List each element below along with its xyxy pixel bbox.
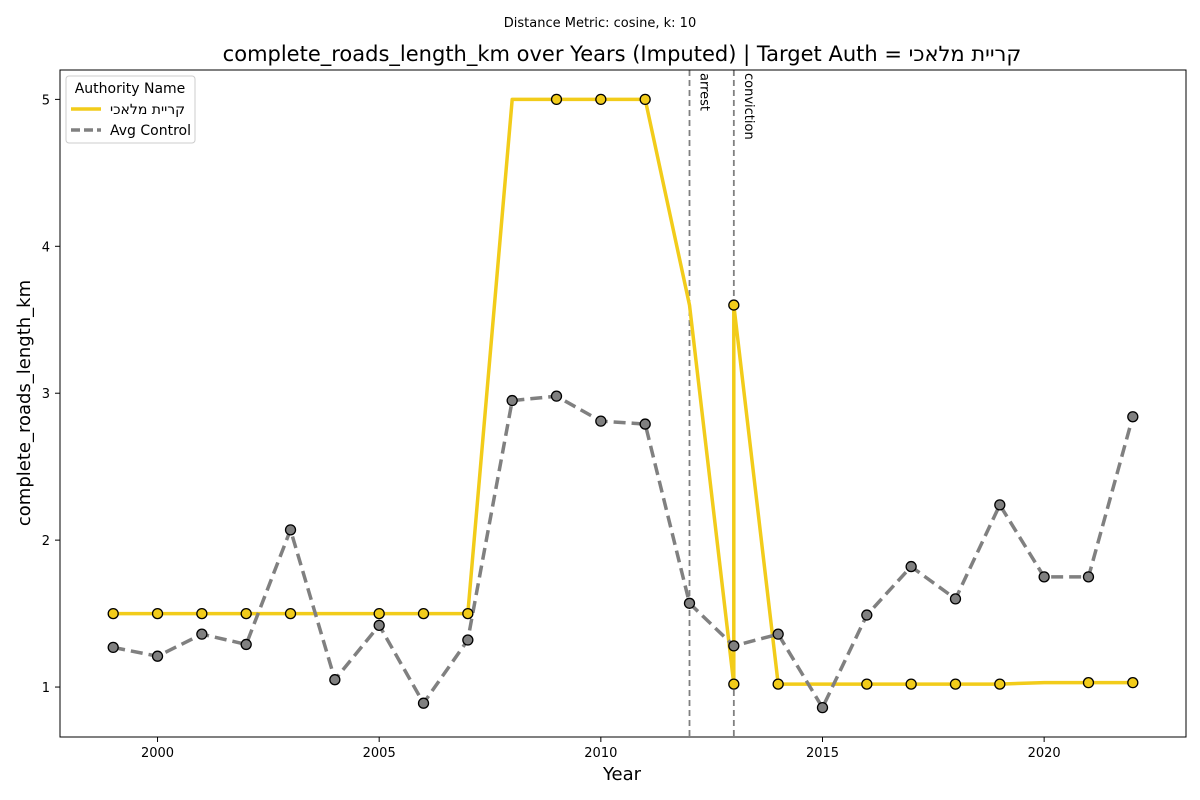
data-point-control (639, 418, 651, 430)
event-label-conviction: conviction (741, 73, 756, 140)
data-point-control (506, 394, 518, 407)
data-point-target (728, 678, 740, 690)
data-point-target (639, 93, 651, 106)
y-tick-label: 2 (42, 534, 50, 549)
data-point-control (683, 597, 696, 609)
chart-suptitle: Distance Metric: cosine, k: 10 (504, 16, 696, 31)
data-point-target (1127, 676, 1139, 689)
y-tick-label: 1 (42, 681, 50, 696)
plot-area: arrest conviction (107, 70, 1139, 737)
data-point-target (595, 93, 607, 106)
x-tick-label: 2015 (806, 746, 839, 761)
data-point-target (417, 607, 430, 620)
legend-box (65, 75, 196, 144)
data-point-control (373, 619, 385, 631)
data-point-target (196, 607, 208, 620)
data-point-control (1082, 571, 1095, 583)
data-point-control (1038, 571, 1050, 583)
data-point-control (462, 634, 474, 646)
y-tick-label: 5 (42, 93, 50, 108)
data-point-control (1127, 411, 1139, 423)
data-point-control (550, 390, 563, 402)
data-point-target (550, 93, 563, 106)
series-line-target (113, 97, 1133, 686)
legend: Authority Name קריית מלאכי Avg Control (65, 75, 196, 144)
data-point-control (994, 499, 1006, 511)
data-point-target (240, 607, 252, 620)
data-point-control (905, 560, 917, 573)
x-tick-label: 2000 (141, 746, 174, 761)
data-point-control (861, 609, 873, 621)
x-tick-label: 2010 (584, 746, 617, 761)
data-point-target (861, 678, 873, 690)
chart-title: complete_roads_length_km over Years (Imp… (223, 42, 1022, 67)
data-point-control (107, 641, 119, 654)
axes-frame (59, 69, 1187, 738)
y-tick-label: 4 (42, 240, 50, 255)
series-line-control (112, 394, 1135, 710)
data-point-control (240, 638, 252, 651)
legend-entry-control: Avg Control (110, 123, 191, 139)
data-point-control (284, 524, 297, 536)
data-point-target (462, 607, 474, 620)
x-tick-label: 2020 (1028, 746, 1061, 761)
legend-title: Authority Name (75, 81, 186, 97)
data-point-control (151, 650, 164, 662)
data-point-target (1082, 676, 1095, 689)
x-tick-label: 2005 (363, 746, 396, 761)
data-point-control (196, 628, 208, 640)
y-axis-label: complete_roads_length_km (14, 280, 35, 526)
x-axis-label: Year (602, 764, 642, 785)
data-point-control (329, 674, 341, 686)
data-point-control (816, 701, 829, 714)
data-point-target (728, 299, 740, 311)
axis-ticks: 2000 2005 2010 2015 2020 1 2 3 4 5 (42, 93, 1061, 761)
data-point-target (994, 678, 1006, 690)
data-point-target (772, 678, 784, 690)
legend-entry-target: קריית מלאכי (110, 102, 185, 118)
data-point-target (373, 607, 385, 620)
event-label-arrest: arrest (696, 73, 711, 111)
data-point-control (595, 415, 607, 427)
data-point-control (772, 628, 784, 640)
data-point-control (728, 640, 740, 652)
data-point-target (905, 678, 917, 690)
y-tick-label: 3 (42, 387, 50, 402)
data-point-target (151, 607, 164, 620)
data-point-target (949, 678, 962, 690)
data-point-target (284, 607, 297, 620)
data-point-control (949, 593, 962, 605)
data-point-target (107, 607, 119, 620)
data-point-control (417, 697, 430, 709)
